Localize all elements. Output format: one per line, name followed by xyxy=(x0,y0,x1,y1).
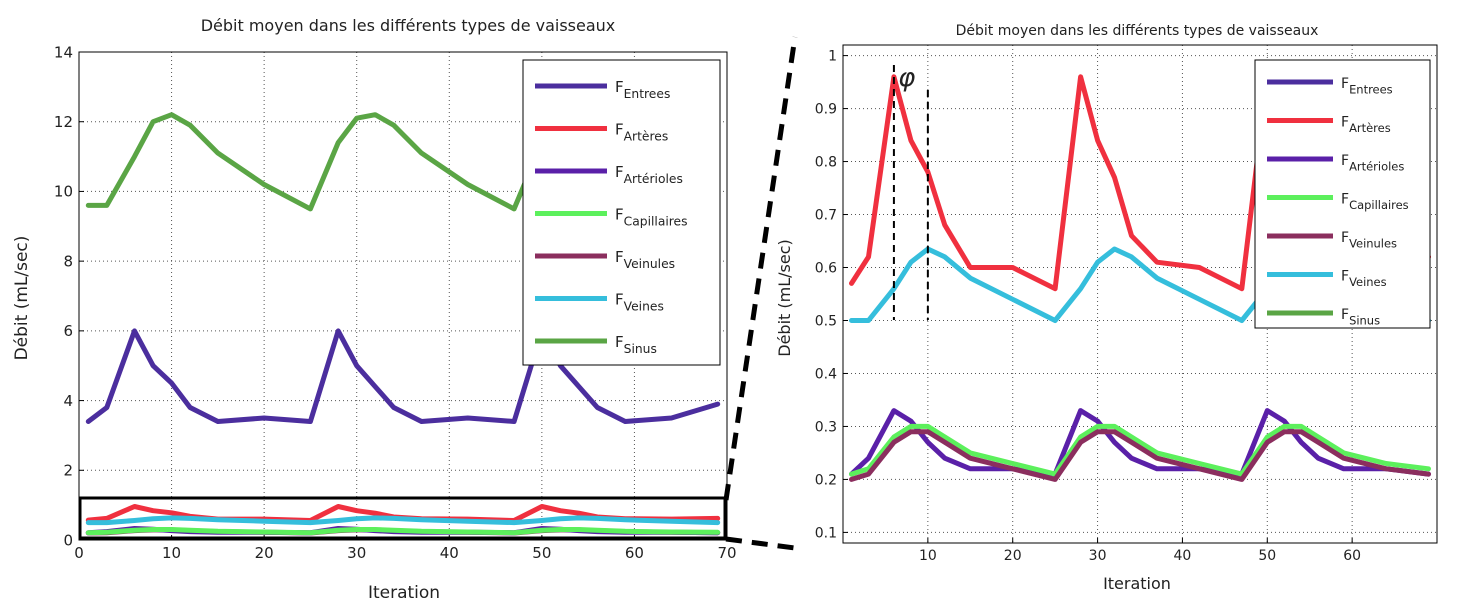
y-tick-label: 0.1 xyxy=(815,525,837,541)
legend-label-capillaires: FCapillaires xyxy=(1341,192,1409,213)
zoom-connector-top xyxy=(723,36,798,501)
legend-label-veines: FVeines xyxy=(615,291,664,314)
y-tick-label: 0.2 xyxy=(815,472,837,488)
chart-left: Débit moyen dans les différents types de… xyxy=(12,16,737,603)
x-tick-label: 20 xyxy=(1004,548,1022,564)
legend-box xyxy=(1254,59,1431,329)
x-tick-label: 50 xyxy=(1258,548,1276,564)
y-tick-label: 0.7 xyxy=(815,207,837,223)
y-tick-label: 0.8 xyxy=(815,154,837,170)
series-line-capillaires xyxy=(849,423,1431,477)
legend-label-artères: FArtères xyxy=(615,121,668,144)
y-tick-label: 14 xyxy=(54,43,73,61)
x-tick-label: 70 xyxy=(717,544,736,562)
y-tick-label: 12 xyxy=(54,113,73,131)
series-line-entrees xyxy=(85,328,721,424)
chart-left-ylabel: Débit (mL/sec) xyxy=(12,236,32,361)
y-tick-label: 8 xyxy=(63,252,73,270)
legend-label-artérioles: FArtérioles xyxy=(615,163,683,186)
y-tick-label: 4 xyxy=(63,392,73,410)
x-tick-label: 60 xyxy=(1343,548,1361,564)
legend-label-sinus: FSinus xyxy=(615,333,657,356)
chart-right: Débit moyen dans les différents types de… xyxy=(775,23,1438,593)
series-line-veinules xyxy=(849,429,1431,482)
legend: FEntrees FArtères FArtérioles FCapillaires F… xyxy=(522,59,721,366)
x-tick-label: 10 xyxy=(919,548,937,564)
legend-label-sinus: FSinus xyxy=(1341,307,1380,328)
legend-label-artérioles: FArtérioles xyxy=(1341,153,1404,174)
y-tick-label: 2 xyxy=(63,462,73,480)
axes-box xyxy=(842,44,1438,544)
legend-label-entrees: FEntrees xyxy=(615,78,670,101)
series-line-capillaires xyxy=(85,527,721,536)
chart-left-xlabel: Iteration xyxy=(368,583,440,603)
legend-label-veines: FVeines xyxy=(1341,269,1387,290)
y-tick-label: 0.3 xyxy=(815,419,837,435)
phase-annotation: φ xyxy=(898,63,915,93)
y-tick-label: 0.6 xyxy=(815,260,837,276)
x-tick-label: 50 xyxy=(532,544,551,562)
y-tick-label: 0.4 xyxy=(815,366,837,382)
y-tick-label: 0.9 xyxy=(815,101,837,117)
x-tick-label: 10 xyxy=(162,544,181,562)
series-line-veines xyxy=(85,515,721,526)
chart-right-ylabel: Débit (mL/sec) xyxy=(775,239,794,356)
legend-label-capillaires: FCapillaires xyxy=(615,206,688,229)
legend-label-veinules: FVeinules xyxy=(1341,230,1397,251)
y-tick-label: 6 xyxy=(63,322,73,340)
axes-box xyxy=(78,51,728,541)
legend-label-artères: FArtères xyxy=(1341,115,1391,136)
series-line-artérioles xyxy=(849,408,1431,477)
x-tick-label: 60 xyxy=(625,544,644,562)
chart-right-xlabel: Iteration xyxy=(1103,574,1171,593)
zoom-connector-lines xyxy=(723,36,798,551)
chart-left-title: Débit moyen dans les différents types de… xyxy=(201,16,616,35)
x-tick-label: 30 xyxy=(347,544,366,562)
legend-label-veinules: FVeinules xyxy=(615,248,675,271)
x-tick-label: 40 xyxy=(1174,548,1192,564)
series-line-artères xyxy=(85,504,721,523)
y-tick-label: 1 xyxy=(828,48,837,64)
x-tick-label: 20 xyxy=(255,544,274,562)
legend-label-entrees: FEntrees xyxy=(1341,76,1393,97)
y-tick-label: 0 xyxy=(63,531,73,549)
y-tick-label: 10 xyxy=(54,183,73,201)
x-tick-label: 0 xyxy=(74,544,84,562)
chart-right-title: Débit moyen dans les différents types de… xyxy=(956,23,1319,39)
zoom-region-box xyxy=(78,496,727,540)
x-tick-label: 40 xyxy=(440,544,459,562)
zoom-connector-bottom xyxy=(725,536,796,551)
legend: FEntrees FArtères FArtérioles FCapillaires F… xyxy=(1254,59,1431,329)
y-tick-label: 0.5 xyxy=(815,313,837,329)
x-tick-label: 30 xyxy=(1089,548,1107,564)
